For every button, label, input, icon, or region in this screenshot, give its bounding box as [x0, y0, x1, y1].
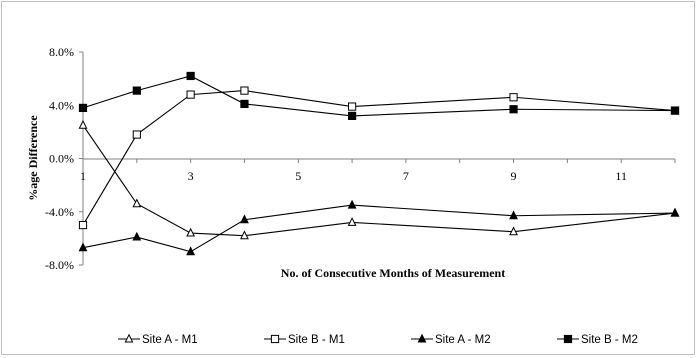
y-tick-labels: 8.0% 4.0% 0.0% -4.0% -8.0%	[45, 45, 83, 272]
y-tick-label: -8.0%	[45, 258, 74, 272]
data-point	[347, 199, 357, 209]
series-layer	[78, 71, 680, 256]
y-tick-label: 8.0%	[49, 45, 74, 59]
legend-item: Site A - M1	[118, 333, 198, 346]
x-tick-label: 1	[80, 169, 86, 183]
legend-marker	[417, 333, 427, 343]
y-tick-label: 0.0%	[49, 152, 74, 166]
x-tick-labels: 1 3 5 7 9 11	[80, 159, 676, 183]
legend-marker	[563, 334, 573, 344]
legend-item: Site B - M1	[264, 334, 345, 346]
data-point	[347, 102, 357, 111]
data-point	[240, 86, 249, 95]
series-site-a-m2	[78, 199, 680, 256]
data-point	[240, 99, 249, 109]
data-point	[347, 111, 357, 121]
series-line	[82, 204, 676, 253]
data-point	[132, 198, 142, 208]
legend-marker	[270, 334, 280, 344]
x-tick-label: 3	[188, 169, 194, 183]
series-line	[82, 75, 676, 117]
legend: Site A - M1 Site B - M1 Site A - M2 Site B …	[118, 333, 638, 346]
data-point	[240, 214, 249, 224]
y-tick-label: 4.0%	[49, 98, 74, 112]
axes	[82, 52, 675, 265]
series-line	[82, 90, 676, 226]
legend-item: Site A - M2	[411, 333, 491, 346]
data-point	[78, 220, 88, 230]
data-point	[78, 242, 88, 252]
data-point	[186, 71, 195, 81]
series-line	[82, 124, 676, 237]
series-site-b-m1	[78, 86, 680, 230]
series-site-b-m2	[78, 71, 680, 121]
x-tick-label: 9	[511, 169, 517, 183]
y-tick-label: -4.0%	[45, 205, 74, 219]
data-point	[78, 103, 88, 113]
data-point	[240, 230, 249, 240]
legend-item: Site B - M2	[557, 334, 638, 346]
legend-marker	[124, 333, 134, 343]
data-point	[509, 226, 518, 236]
legend-label: Site B - M1	[288, 334, 345, 346]
legend-label: Site B - M2	[581, 334, 638, 346]
legend-label: Site A - M1	[142, 334, 198, 346]
data-point	[670, 207, 680, 217]
data-point	[186, 246, 196, 256]
x-axis-title: No. of Consecutive Months of Measurement	[281, 266, 505, 280]
data-point	[132, 130, 141, 139]
data-point	[347, 217, 357, 226]
x-tick-label: 7	[403, 169, 409, 183]
data-point	[509, 105, 518, 114]
x-tick-label: 5	[295, 169, 301, 183]
data-point	[509, 210, 518, 220]
data-point	[509, 93, 518, 102]
y-axis-title: %age Difference	[26, 115, 40, 201]
data-point	[78, 119, 88, 129]
legend-label: Site A - M2	[435, 334, 491, 346]
series-site-a-m1	[78, 119, 680, 240]
data-point	[186, 90, 195, 99]
data-point	[670, 106, 680, 115]
x-tick-label: 11	[615, 169, 627, 183]
data-point	[186, 227, 196, 237]
data-point	[132, 86, 141, 95]
data-point	[132, 231, 142, 241]
